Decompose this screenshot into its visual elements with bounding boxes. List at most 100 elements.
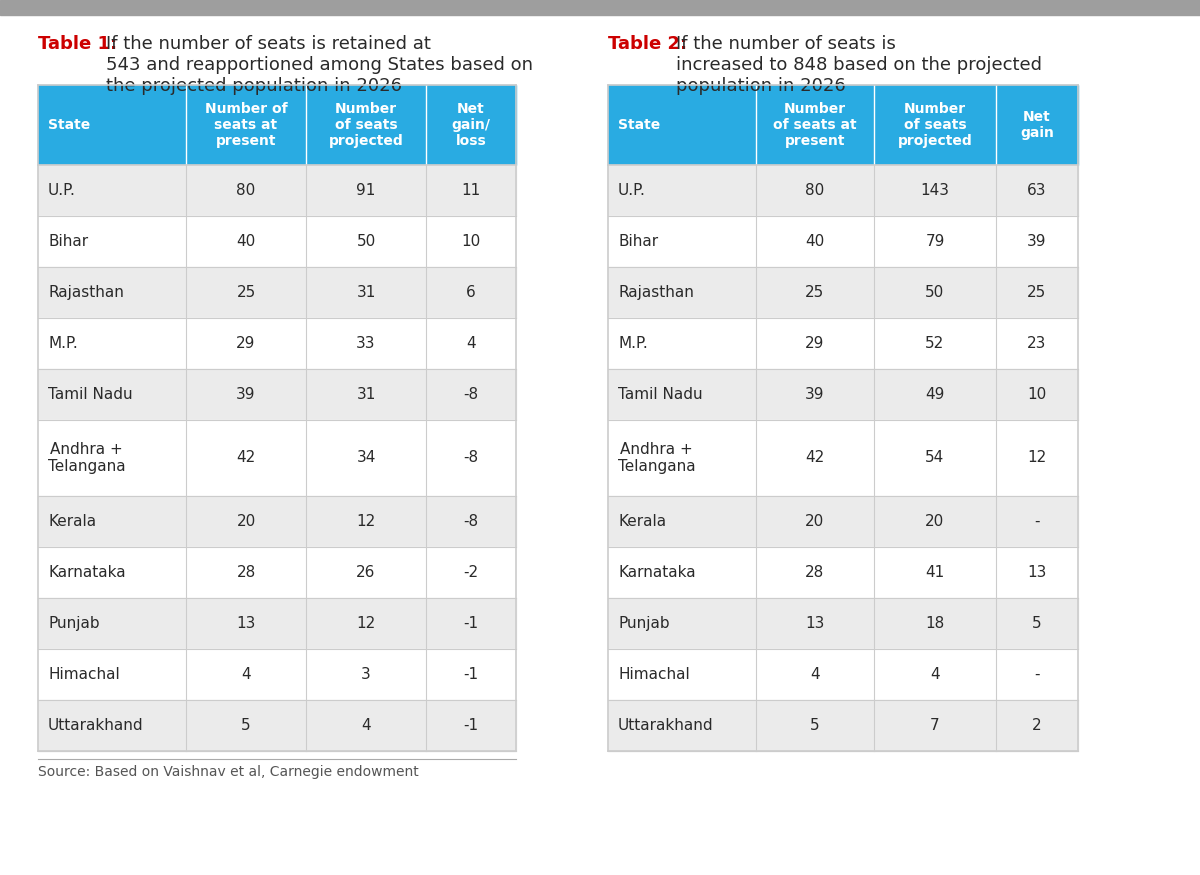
Bar xyxy=(608,420,1078,496)
Bar xyxy=(608,496,1078,547)
Text: 4: 4 xyxy=(930,667,940,682)
Text: 29: 29 xyxy=(236,336,256,351)
Text: 29: 29 xyxy=(805,336,824,351)
Text: 13: 13 xyxy=(236,616,256,631)
Text: Himachal: Himachal xyxy=(618,667,690,682)
Text: Uttarakhand: Uttarakhand xyxy=(48,718,144,733)
Text: Kerala: Kerala xyxy=(618,514,666,529)
Text: 63: 63 xyxy=(1027,183,1046,198)
Text: 31: 31 xyxy=(356,285,376,300)
Text: -8: -8 xyxy=(463,514,479,529)
Text: 2: 2 xyxy=(1032,718,1042,733)
Text: 26: 26 xyxy=(356,565,376,580)
Text: 52: 52 xyxy=(925,336,944,351)
Text: 80: 80 xyxy=(805,183,824,198)
Text: 10: 10 xyxy=(1027,387,1046,402)
Bar xyxy=(38,85,516,165)
Bar xyxy=(608,267,1078,318)
Text: 34: 34 xyxy=(356,451,376,466)
Text: Tamil Nadu: Tamil Nadu xyxy=(618,387,703,402)
Text: Number
of seats
projected: Number of seats projected xyxy=(898,102,972,148)
Text: 20: 20 xyxy=(236,514,256,529)
Text: Karnataka: Karnataka xyxy=(48,565,126,580)
Bar xyxy=(38,165,516,216)
Text: 50: 50 xyxy=(925,285,944,300)
Text: 5: 5 xyxy=(810,718,820,733)
Text: 23: 23 xyxy=(1027,336,1046,351)
Text: Net
gain/
loss: Net gain/ loss xyxy=(451,102,491,148)
Text: 39: 39 xyxy=(1027,234,1046,249)
Bar xyxy=(608,369,1078,420)
Text: 13: 13 xyxy=(1027,565,1046,580)
Text: Tamil Nadu: Tamil Nadu xyxy=(48,387,133,402)
Text: 18: 18 xyxy=(925,616,944,631)
Text: 13: 13 xyxy=(805,616,824,631)
Text: -: - xyxy=(1034,514,1039,529)
Text: 80: 80 xyxy=(236,183,256,198)
Bar xyxy=(38,318,516,369)
Text: 25: 25 xyxy=(236,285,256,300)
Text: -1: -1 xyxy=(463,667,479,682)
Text: Punjab: Punjab xyxy=(618,616,670,631)
Text: Table 2:: Table 2: xyxy=(608,35,688,53)
Bar xyxy=(38,547,516,598)
Text: Bihar: Bihar xyxy=(48,234,88,249)
Text: 11: 11 xyxy=(461,183,481,198)
Text: Table 1:: Table 1: xyxy=(38,35,118,53)
Text: -1: -1 xyxy=(463,616,479,631)
Bar xyxy=(38,598,516,649)
Bar xyxy=(38,420,516,496)
Text: M.P.: M.P. xyxy=(48,336,78,351)
Bar xyxy=(38,267,516,318)
Text: 4: 4 xyxy=(810,667,820,682)
Text: Punjab: Punjab xyxy=(48,616,100,631)
Text: U.P.: U.P. xyxy=(618,183,646,198)
Text: 10: 10 xyxy=(461,234,481,249)
Text: 4: 4 xyxy=(361,718,371,733)
Bar xyxy=(608,547,1078,598)
Bar xyxy=(38,216,516,267)
Bar xyxy=(608,598,1078,649)
Bar xyxy=(608,649,1078,700)
Text: M.P.: M.P. xyxy=(618,336,648,351)
Text: -: - xyxy=(1034,667,1039,682)
Bar xyxy=(608,318,1078,369)
Text: Andhra +
Telangana: Andhra + Telangana xyxy=(618,442,696,474)
Text: Source: Based on Vaishnav et al, Carnegie endowment: Source: Based on Vaishnav et al, Carnegi… xyxy=(38,765,419,779)
Text: State: State xyxy=(618,118,660,132)
Text: Rajasthan: Rajasthan xyxy=(48,285,124,300)
Text: 6: 6 xyxy=(466,285,476,300)
Text: 5: 5 xyxy=(241,718,251,733)
Text: If the number of seats is
increased to 848 based on the projected
population in : If the number of seats is increased to 8… xyxy=(676,35,1042,94)
Text: 50: 50 xyxy=(356,234,376,249)
Bar xyxy=(608,165,1078,216)
Text: 54: 54 xyxy=(925,451,944,466)
Text: Bihar: Bihar xyxy=(618,234,658,249)
Text: 41: 41 xyxy=(925,565,944,580)
Text: 7: 7 xyxy=(930,718,940,733)
Text: Andhra +
Telangana: Andhra + Telangana xyxy=(48,442,126,474)
Bar xyxy=(608,700,1078,751)
Text: 49: 49 xyxy=(925,387,944,402)
Text: -2: -2 xyxy=(463,565,479,580)
Text: 40: 40 xyxy=(805,234,824,249)
Text: 28: 28 xyxy=(236,565,256,580)
Text: 12: 12 xyxy=(356,514,376,529)
Text: Himachal: Himachal xyxy=(48,667,120,682)
Text: If the number of seats is retained at
543 and reapportioned among States based o: If the number of seats is retained at 54… xyxy=(106,35,533,94)
Text: 25: 25 xyxy=(1027,285,1046,300)
Text: 20: 20 xyxy=(805,514,824,529)
Bar xyxy=(38,369,516,420)
Text: 28: 28 xyxy=(805,565,824,580)
Text: 143: 143 xyxy=(920,183,949,198)
Text: Uttarakhand: Uttarakhand xyxy=(618,718,714,733)
Text: Number of
seats at
present: Number of seats at present xyxy=(205,102,287,148)
Text: Karnataka: Karnataka xyxy=(618,565,696,580)
Text: Kerala: Kerala xyxy=(48,514,96,529)
Text: -8: -8 xyxy=(463,387,479,402)
Bar xyxy=(608,85,1078,165)
Text: 5: 5 xyxy=(1032,616,1042,631)
Text: 39: 39 xyxy=(236,387,256,402)
Text: 31: 31 xyxy=(356,387,376,402)
Text: Number
of seats at
present: Number of seats at present xyxy=(773,102,857,148)
